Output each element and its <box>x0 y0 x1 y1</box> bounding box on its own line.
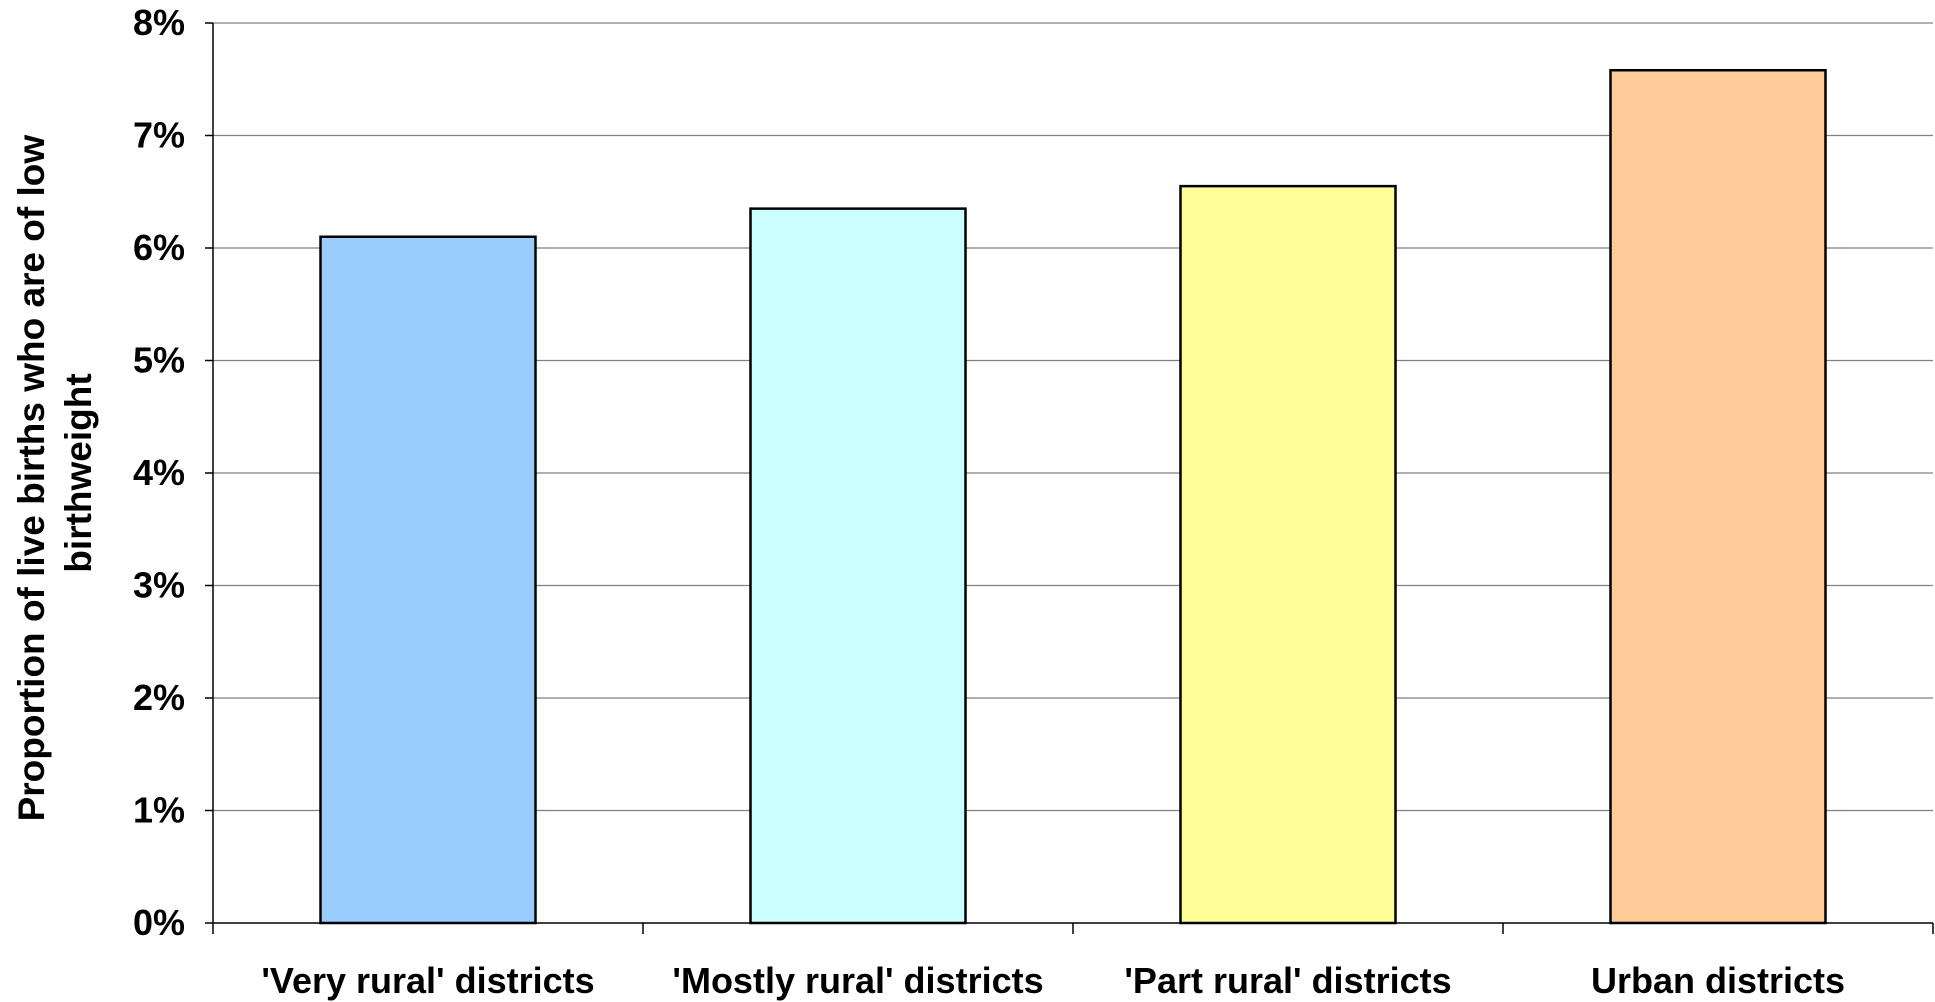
x-category-label: 'Part rural' districts <box>1124 960 1451 1001</box>
y-tick-label: 8% <box>133 2 185 43</box>
bar <box>1179 184 1397 925</box>
x-category-label: 'Mostly rural' districts <box>672 960 1043 1001</box>
y-axis-title-line-2: birthweight <box>58 373 99 572</box>
y-tick-label: 4% <box>133 452 185 493</box>
y-axis-ticks <box>205 22 213 924</box>
y-tick-label: 2% <box>133 677 185 718</box>
y-tick-label: 0% <box>133 902 185 943</box>
y-tick-label: 1% <box>133 790 185 831</box>
y-tick-label: 5% <box>133 340 185 381</box>
y-axis-title-line-1: Proportion of live births who are of low <box>11 135 52 822</box>
y-tick-label: 6% <box>133 227 185 268</box>
bar <box>749 207 967 925</box>
bar <box>319 235 537 925</box>
y-axis-tick-labels: 0% 1% 2% 3% 4% 5% 6% 7% 8% <box>133 2 185 943</box>
bar <box>1609 69 1827 925</box>
x-axis-category-labels: 'Very rural' districts 'Mostly rural' dis… <box>261 960 1845 1001</box>
y-tick-label: 3% <box>133 565 185 606</box>
bars <box>319 69 1827 925</box>
x-category-label: 'Very rural' districts <box>261 960 594 1001</box>
y-tick-label: 7% <box>133 115 185 156</box>
x-category-label: Urban districts <box>1591 960 1845 1001</box>
y-axis-title: Proportion of live births who are of low… <box>11 125 99 822</box>
x-axis-ticks <box>212 923 1934 934</box>
